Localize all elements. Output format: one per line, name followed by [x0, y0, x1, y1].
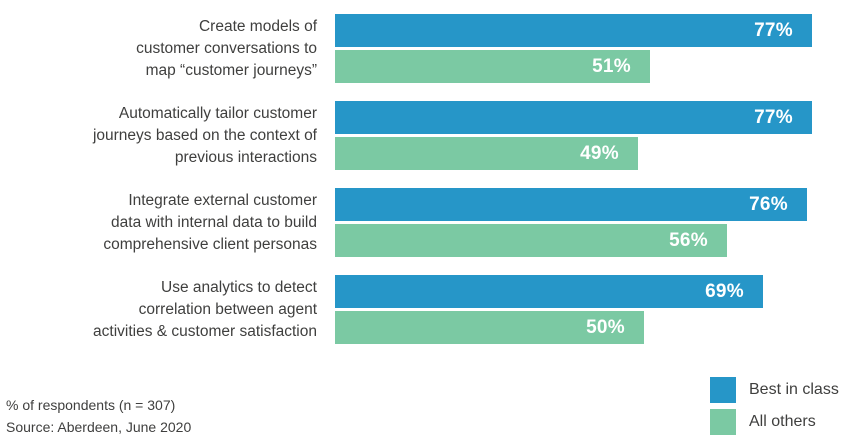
bar-group: 77% 51%: [317, 14, 812, 83]
chart-row: Integrate external customer data with in…: [0, 188, 812, 257]
chart-row: Create models of customer conversations …: [0, 14, 812, 83]
all-others-swatch: [710, 409, 736, 435]
chart-row: Use analytics to detect correlation betw…: [0, 275, 812, 344]
legend: Best in class All others: [710, 377, 839, 441]
bar-all-others: 56%: [335, 224, 727, 257]
legend-label-best-in-class: Best in class: [749, 381, 839, 398]
bar-value-label: 56%: [669, 229, 708, 251]
footnote: % of respondents (n = 307) Source: Aberd…: [6, 394, 191, 438]
respondents-note: % of respondents (n = 307): [6, 397, 176, 413]
chart-row: Automatically tailor customer journeys b…: [0, 101, 812, 170]
category-label: Automatically tailor customer journeys b…: [92, 104, 317, 166]
bar-best-in-class: 76%: [335, 188, 807, 221]
legend-item-all-others: All others: [710, 409, 839, 435]
bar-value-label: 49%: [580, 142, 619, 164]
bar-group: 69% 50%: [317, 275, 763, 344]
bar-chart: Create models of customer conversations …: [0, 14, 812, 362]
bar-best-in-class: 77%: [335, 101, 812, 134]
bar-all-others: 50%: [335, 311, 644, 344]
bar-value-label: 51%: [592, 55, 631, 77]
category-label: Create models of customer conversations …: [136, 17, 317, 79]
source-note: Source: Aberdeen, June 2020: [6, 419, 192, 435]
bar-best-in-class: 77%: [335, 14, 812, 47]
bar-group: 77% 49%: [317, 101, 812, 170]
bar-value-label: 50%: [586, 316, 625, 338]
bar-all-others: 49%: [335, 137, 638, 170]
bar-group: 76% 56%: [317, 188, 807, 257]
legend-item-best-in-class: Best in class: [710, 377, 839, 403]
legend-label-all-others: All others: [749, 413, 816, 430]
bar-all-others: 51%: [335, 50, 650, 83]
category-label: Integrate external customer data with in…: [103, 191, 317, 253]
best-in-class-swatch: [710, 377, 736, 403]
category-label: Use analytics to detect correlation betw…: [93, 278, 317, 340]
bar-best-in-class: 69%: [335, 275, 763, 308]
bar-value-label: 77%: [754, 106, 793, 128]
bar-value-label: 76%: [749, 193, 788, 215]
bar-value-label: 77%: [754, 19, 793, 41]
bar-value-label: 69%: [705, 280, 744, 302]
